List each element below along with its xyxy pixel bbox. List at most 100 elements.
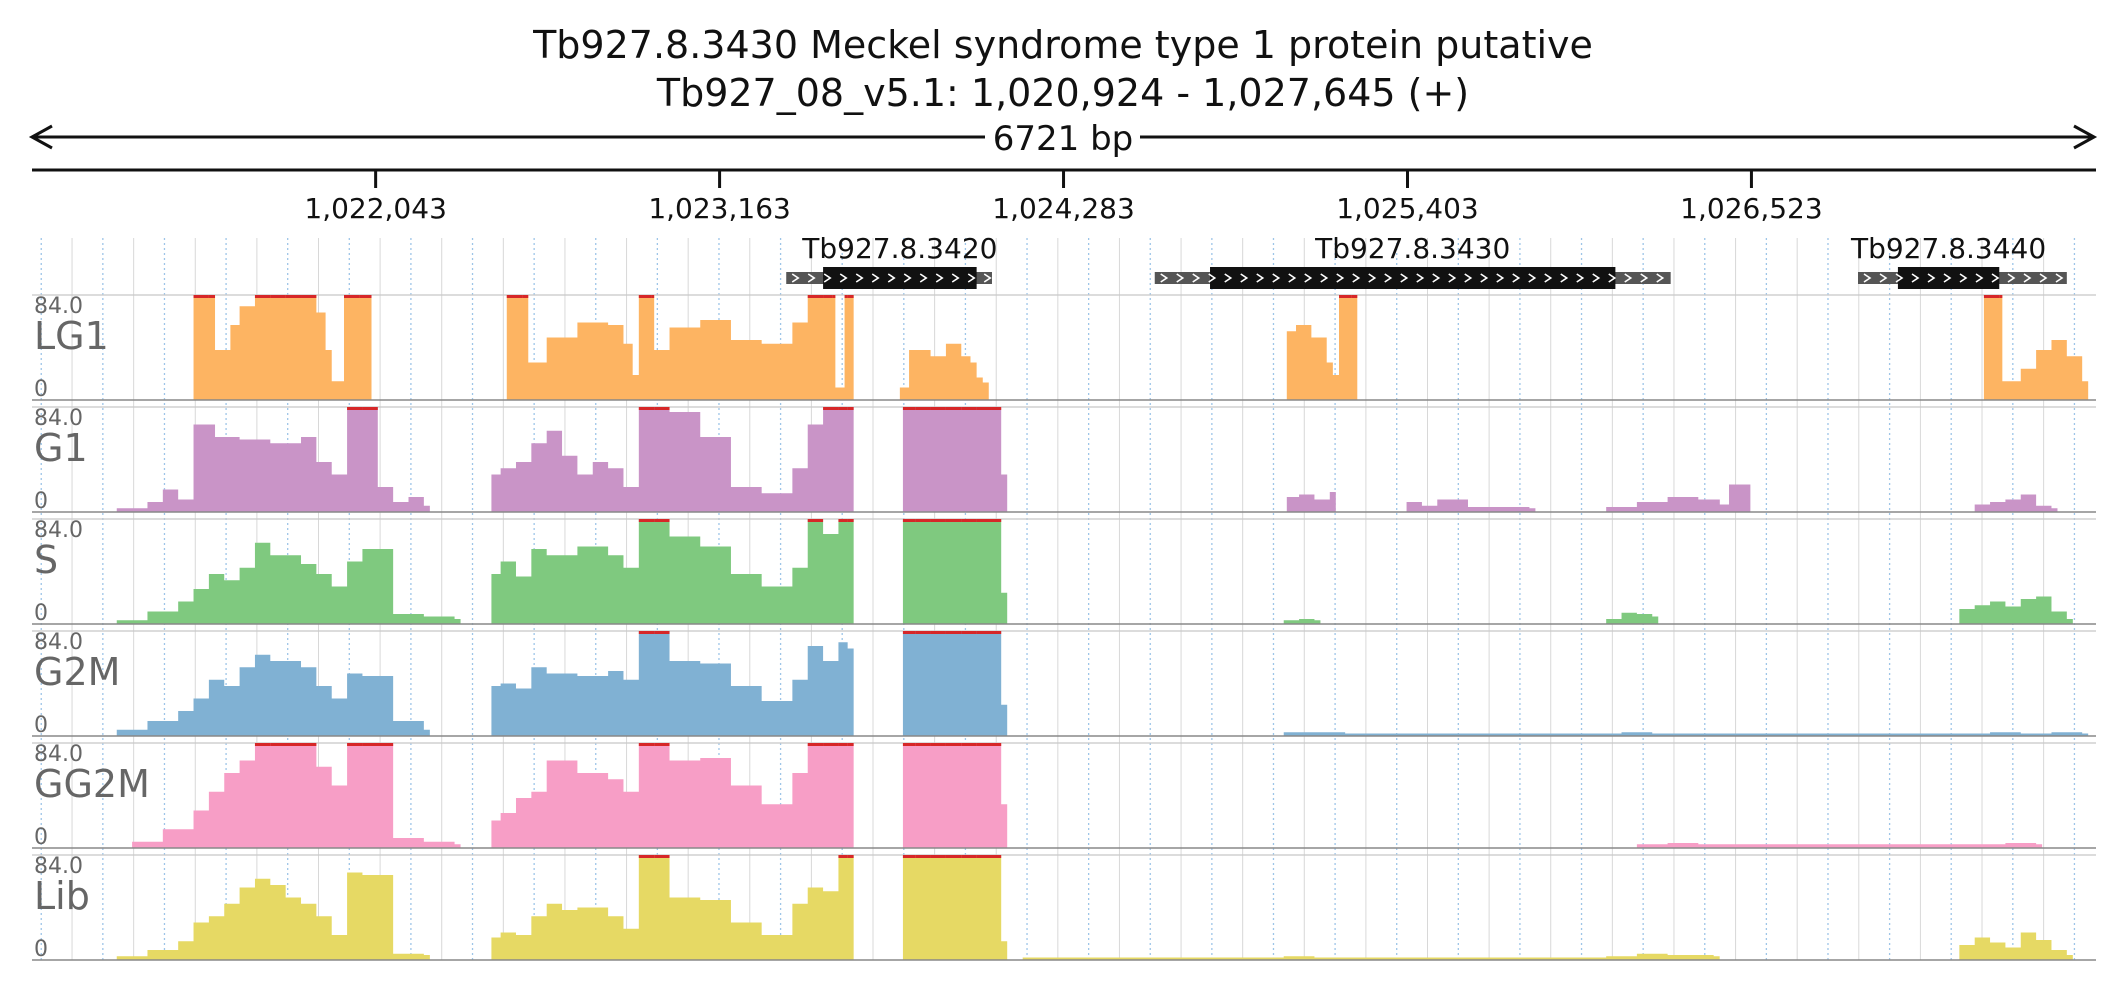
track-name: Lib (34, 874, 90, 918)
clip-mark (285, 295, 302, 298)
clip-mark (359, 295, 366, 298)
clip-mark (301, 743, 317, 746)
track-name: G2M (34, 650, 120, 694)
coverage-area (902, 519, 1008, 624)
clip-mark (902, 631, 916, 634)
clip-mark (1351, 295, 1358, 298)
coverage-area (116, 407, 430, 512)
strand-arrow (1320, 273, 1329, 283)
strand-arrow (2023, 273, 2032, 283)
strand-arrow (1416, 273, 1425, 283)
clip-mark (961, 407, 977, 410)
coverage-area (1283, 619, 1321, 624)
strand-arrow (2055, 273, 2064, 283)
clip-mark (365, 295, 372, 298)
clip-mark (838, 855, 848, 858)
coverage-area (1283, 732, 2089, 736)
clip-mark (1999, 295, 2003, 298)
strand-arrow (1512, 273, 1521, 283)
strand-arrow (1863, 273, 1872, 283)
strand-arrow (1560, 273, 1569, 283)
coverage-area (1974, 494, 2058, 512)
coverage-area (491, 631, 854, 736)
clip-mark (638, 407, 655, 410)
clip-mark (930, 407, 946, 410)
track-s: 84.0 0 S (32, 518, 2096, 626)
clip-mark (638, 519, 655, 522)
strand-arrow (791, 273, 800, 283)
track-g1: 84.0 0 G1 (32, 406, 2096, 514)
tick-label: 1,023,163 (648, 192, 791, 225)
span-arrow (28, 124, 2098, 150)
coverage-area (1022, 953, 1720, 960)
clip-mark (638, 743, 655, 746)
clip-mark (254, 743, 271, 746)
strand-arrow (1927, 273, 1936, 283)
strand-arrow (1496, 273, 1505, 283)
y-max-label: 84.0 (34, 742, 83, 767)
coverage-area (116, 872, 430, 960)
clip-mark (961, 519, 977, 522)
y-max-label: 84.0 (34, 406, 83, 431)
track-name: GG2M (34, 762, 150, 806)
coverage-area (116, 542, 461, 624)
clip-mark (976, 631, 992, 634)
tick-label: 1,024,283 (992, 192, 1135, 225)
clip-mark (930, 519, 946, 522)
strand-arrow (1336, 273, 1345, 283)
gene-cds (1210, 267, 1616, 289)
strand-arrow (1608, 273, 1617, 283)
clip-mark (976, 743, 992, 746)
strand-arrow (1352, 273, 1361, 283)
strand-arrow (887, 273, 896, 283)
clip-mark (847, 295, 854, 298)
clip-mark (930, 743, 946, 746)
strand-arrow (839, 273, 848, 283)
strand-arrow (807, 273, 816, 283)
strand-arrow (1528, 273, 1537, 283)
clip-mark (823, 295, 833, 298)
clip-mark (991, 519, 1002, 522)
gene-label: Tb927.8.3440 (1850, 232, 2046, 265)
clip-mark (362, 407, 378, 410)
clip-mark (654, 631, 670, 634)
track-lib: 84.0 0 Lib (32, 854, 2096, 962)
clip-mark (506, 295, 523, 298)
coverage-tracks: 84.00LG184.00G184.00S84.00G2M84.00GG2M84… (32, 294, 2096, 962)
gene-label: Tb927.8.3420 (801, 232, 997, 265)
clip-mark (654, 519, 670, 522)
track-lg1: 84.0 0 LG1 (32, 294, 2096, 402)
coverage-area (902, 855, 1008, 960)
gene-label: Tb927.8.3430 (1314, 232, 1510, 265)
strand-arrow (1368, 273, 1377, 283)
strand-arrow (1480, 273, 1489, 283)
coverage-area (132, 743, 461, 848)
strand-arrow (935, 273, 944, 283)
strand-arrow (919, 273, 928, 283)
clip-mark (638, 631, 655, 634)
y-max-label: 84.0 (34, 518, 83, 543)
tick-label: 1,022,043 (304, 192, 447, 225)
track-name: S (34, 538, 58, 582)
coverage-area (902, 631, 1008, 736)
clip-mark (902, 407, 916, 410)
strand-arrow (1464, 273, 1473, 283)
strand-arrow (951, 273, 960, 283)
strand-arrow (1624, 273, 1633, 283)
clip-mark (270, 295, 286, 298)
strand-arrow (1288, 273, 1297, 283)
strand-arrow (1991, 273, 2000, 283)
coverage-area (1636, 843, 2043, 848)
clip-mark (961, 743, 977, 746)
coverage-area (899, 343, 989, 400)
strand-arrow (1208, 273, 1217, 283)
clip-mark (654, 743, 670, 746)
coverage-area (1959, 932, 2073, 960)
clip-mark (915, 631, 931, 634)
clip-mark (254, 295, 271, 298)
clip-mark (976, 519, 992, 522)
clip-mark (347, 407, 363, 410)
clip-mark (976, 855, 992, 858)
gene-track: Tb927.8.3420 Tb927.8.3430 Tb927.8.3440 (786, 232, 2067, 289)
coverage-area (1286, 492, 1336, 512)
